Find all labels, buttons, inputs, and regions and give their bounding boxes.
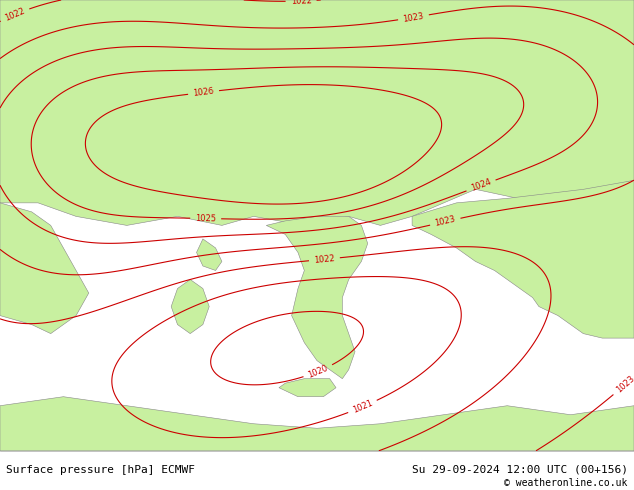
Text: 1022: 1022 <box>314 254 335 265</box>
Text: 1020: 1020 <box>307 363 330 380</box>
Text: 1023: 1023 <box>403 11 425 24</box>
Text: Su 29-09-2024 12:00 UTC (00+156): Su 29-09-2024 12:00 UTC (00+156) <box>411 465 628 474</box>
Text: 1021: 1021 <box>351 398 374 415</box>
Text: © weatheronline.co.uk: © weatheronline.co.uk <box>504 478 628 488</box>
Polygon shape <box>0 397 634 451</box>
Polygon shape <box>171 279 209 334</box>
Text: 1022: 1022 <box>3 6 26 23</box>
Text: 1023: 1023 <box>614 374 634 395</box>
Text: 1023: 1023 <box>434 215 456 228</box>
Text: Surface pressure [hPa] ECMWF: Surface pressure [hPa] ECMWF <box>6 465 195 474</box>
Polygon shape <box>266 217 368 379</box>
Text: 1024: 1024 <box>470 177 493 194</box>
Text: 1026: 1026 <box>193 87 214 98</box>
Polygon shape <box>412 180 634 338</box>
Text: 1025: 1025 <box>195 214 216 223</box>
Text: 1022: 1022 <box>290 0 312 6</box>
Polygon shape <box>0 203 89 334</box>
Polygon shape <box>0 0 634 225</box>
Polygon shape <box>197 239 222 270</box>
Polygon shape <box>279 379 336 397</box>
